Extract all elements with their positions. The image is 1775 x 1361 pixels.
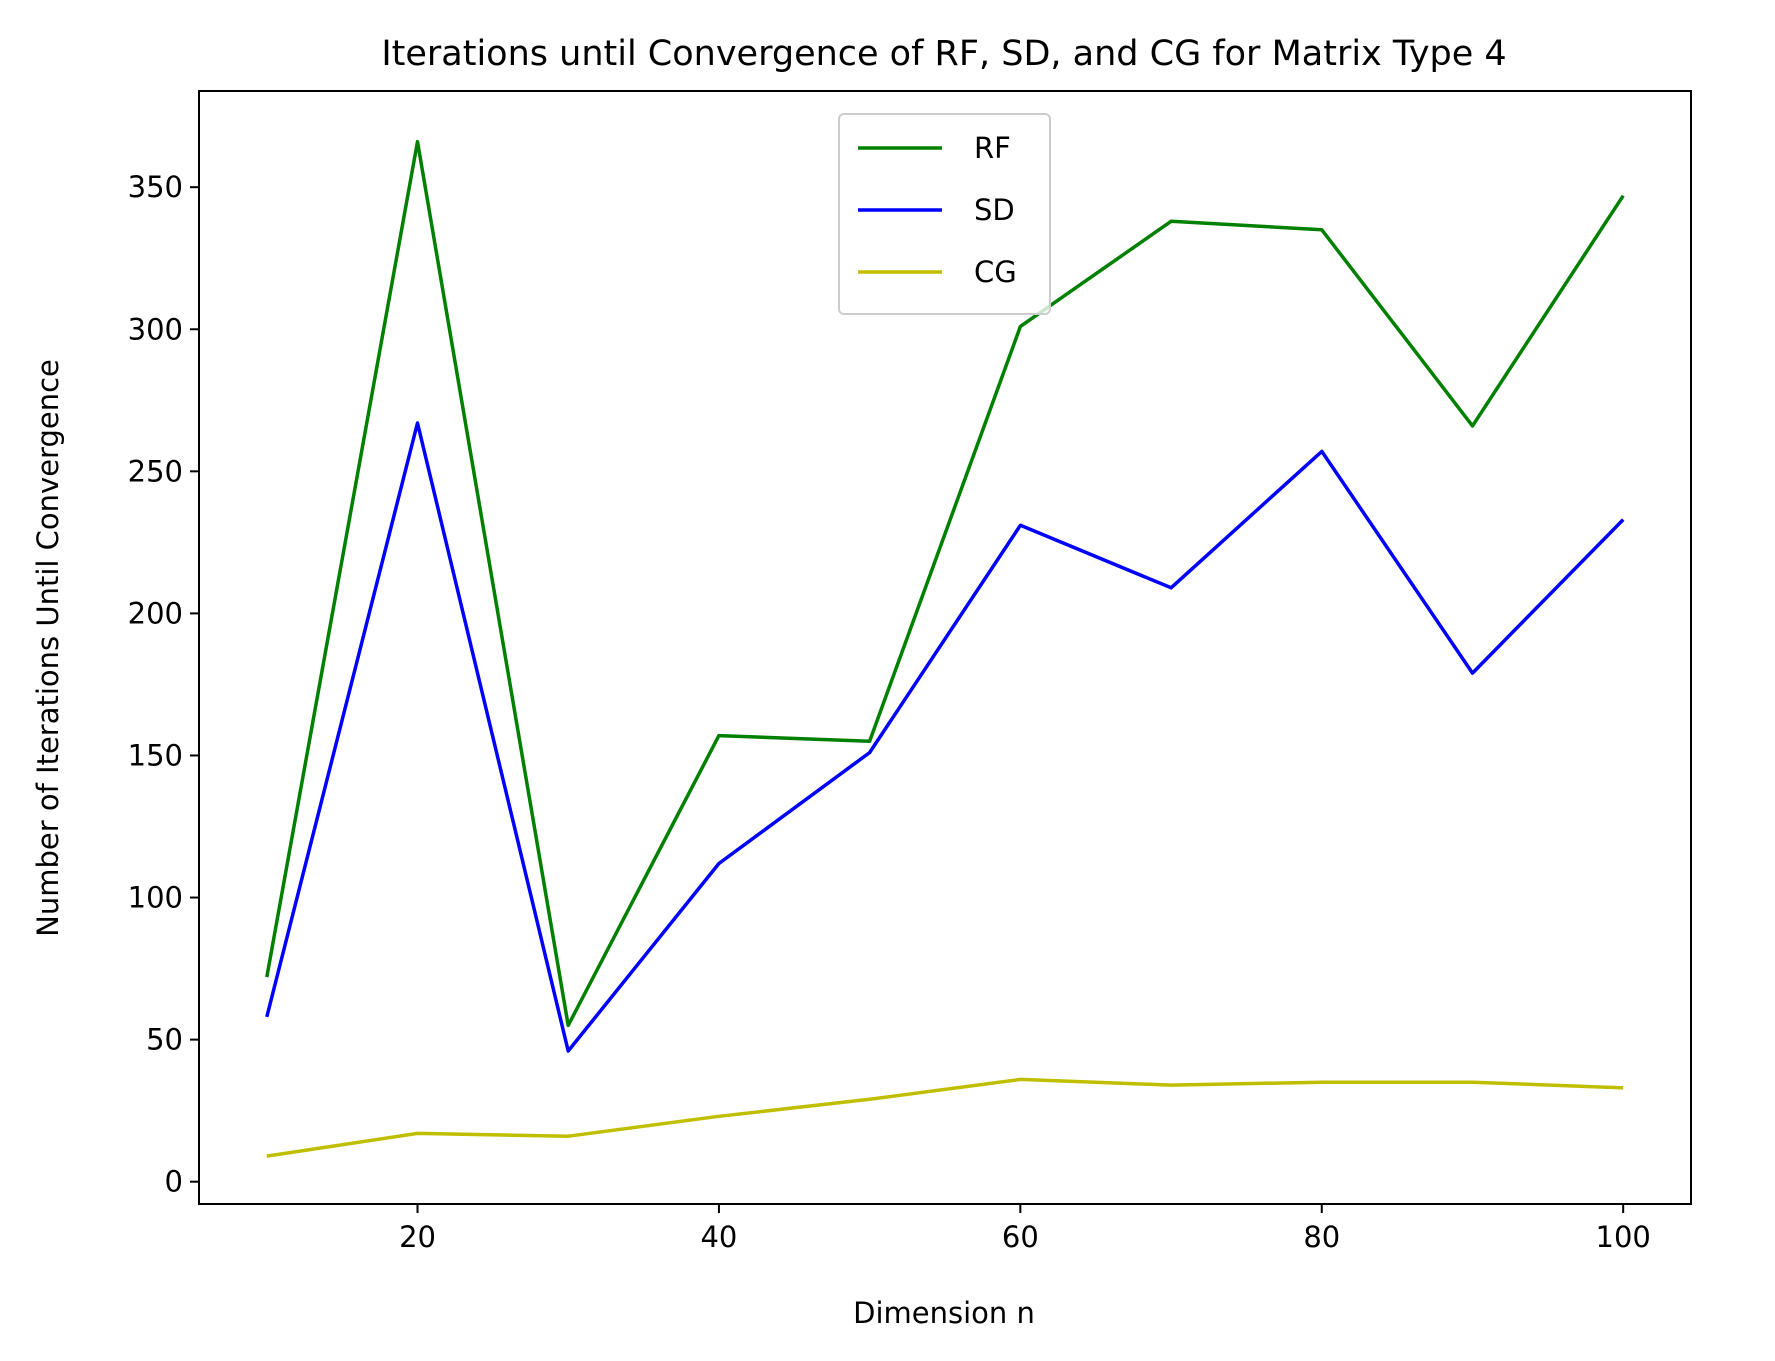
series-line-cg [266, 1077, 1624, 1158]
legend-label-cg: CG [974, 255, 1017, 289]
y-tick-label: 100 [128, 881, 183, 915]
series-line-rf [265, 139, 1625, 1028]
x-tick-label: 80 [1303, 1220, 1340, 1254]
series-group [265, 139, 1625, 1158]
y-tick-label: 50 [146, 1023, 183, 1057]
legend-label-sd: SD [974, 193, 1015, 227]
legend-label-rf: RF [974, 131, 1011, 165]
y-tick-label: 300 [128, 312, 183, 346]
legend-frame [838, 113, 1051, 315]
x-tick-label: 20 [399, 1220, 436, 1254]
y-tick-label: 150 [128, 738, 183, 772]
y-axis-label: Number of Iterations Until Convergence [31, 359, 65, 937]
y-tick-label: 250 [128, 454, 183, 488]
x-axis-label: Dimension n [853, 1296, 1035, 1330]
x-tick-label: 100 [1596, 1220, 1651, 1254]
legend: RF SD CG [838, 113, 1051, 315]
plot-area [198, 90, 1692, 1205]
x-axis: 20 40 60 80 100 [399, 1204, 1651, 1254]
x-tick-label: 60 [1002, 1220, 1039, 1254]
x-tick-label: 40 [700, 1220, 737, 1254]
y-tick-label: 0 [165, 1165, 183, 1199]
y-tick-label: 350 [128, 170, 183, 204]
chart-title: Iterations until Convergence of RF, SD, … [381, 34, 1506, 74]
y-tick-label: 200 [128, 596, 183, 630]
y-axis: 0 50 100 150 200 250 300 350 [128, 170, 199, 1199]
series-line-sd [265, 421, 1625, 1053]
